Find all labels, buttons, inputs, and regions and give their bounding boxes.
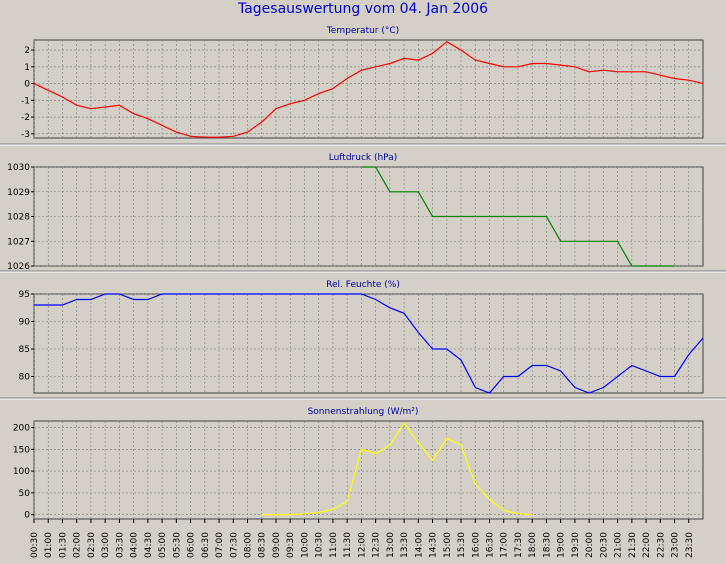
x-tick-label: 15:00 [443, 532, 453, 558]
x-tick-label: 02:30 [87, 532, 97, 558]
y-tick-label: 200 [13, 424, 30, 434]
x-tick-label: 09:30 [286, 532, 296, 558]
x-tick-label: 02:00 [73, 532, 83, 558]
x-tick-label: 12:00 [357, 532, 367, 558]
plot-area [33, 420, 704, 520]
x-tick-label: 20:30 [599, 532, 609, 558]
x-tick-label: 04:00 [130, 532, 140, 558]
x-tick-label: 10:30 [315, 532, 325, 558]
y-tick-label: 80 [19, 373, 31, 383]
y-tick-label: 1 [24, 63, 30, 73]
x-tick-label: 08:00 [244, 532, 254, 558]
x-tick-label: 11:00 [329, 532, 339, 558]
plot-area [33, 39, 704, 139]
y-tick-label: 1029 [7, 188, 30, 198]
x-tick-label: 18:30 [542, 532, 552, 558]
x-tick-label: 15:30 [457, 532, 467, 558]
x-tick-label: 03:00 [101, 532, 111, 558]
x-tick-label: 03:30 [115, 532, 125, 558]
x-tick-label: 17:30 [514, 532, 524, 558]
x-tick-label: 14:30 [429, 532, 439, 558]
x-tick-label: 22:30 [656, 532, 666, 558]
y-tick-label: -2 [21, 113, 30, 123]
y-tick-label: 1030 [7, 163, 30, 173]
x-tick-label: 17:00 [500, 532, 510, 558]
x-tick-label: 18:00 [528, 532, 538, 558]
x-tick-label: 06:30 [201, 532, 211, 558]
y-tick-label: 0 [24, 80, 30, 90]
y-tick-label: 0 [24, 511, 30, 521]
page-title: Tagesauswertung vom 04. Jan 2006 [237, 1, 489, 17]
x-tick-label: 01:30 [58, 532, 68, 558]
y-tick-label: 95 [19, 290, 30, 300]
series-line [33, 40, 704, 138]
y-tick-label: 85 [19, 345, 30, 355]
plot-area [33, 293, 704, 394]
x-tick-label: 06:00 [187, 532, 197, 558]
x-tick-label: 05:00 [158, 532, 168, 558]
x-tick-label: 13:30 [400, 532, 410, 558]
x-tick-label: 12:30 [372, 532, 382, 558]
x-tick-label: 08:30 [258, 532, 268, 558]
series-line [361, 166, 675, 267]
x-tick-label: 04:30 [144, 532, 154, 558]
y-tick-label: 50 [19, 489, 31, 499]
x-tick-label: 05:30 [172, 532, 182, 558]
x-tick-label: 19:00 [557, 532, 567, 558]
y-tick-label: 1026 [7, 262, 30, 272]
x-tick-label: 21:30 [628, 532, 638, 558]
x-tick-label: 09:00 [272, 532, 282, 558]
x-tick-label: 10:00 [300, 532, 310, 558]
x-tick-label: 07:00 [215, 532, 225, 558]
panel-title: Temperatur (°C) [326, 26, 399, 36]
panel-title: Rel. Feuchte (%) [326, 280, 400, 290]
x-tick-label: 07:30 [229, 532, 239, 558]
y-tick-label: 100 [13, 467, 30, 477]
x-tick-label: 19:30 [571, 532, 581, 558]
y-tick-label: 90 [19, 318, 31, 328]
x-tick-label: 20:00 [585, 532, 595, 558]
x-tick-label: 01:00 [44, 532, 54, 558]
x-tick-label: 23:30 [685, 532, 695, 558]
y-tick-label: 1027 [7, 237, 30, 247]
x-tick-label: 11:30 [343, 532, 353, 558]
x-tick-label: 16:30 [485, 532, 495, 558]
y-tick-label: -1 [21, 96, 30, 106]
x-tick-label: 14:00 [414, 532, 424, 558]
series-line [261, 422, 533, 516]
x-tick-label: 23:00 [671, 532, 681, 558]
x-tick-label: 21:00 [614, 532, 624, 558]
x-tick-label: 13:00 [386, 532, 396, 558]
y-tick-label: 150 [13, 445, 30, 455]
x-tick-label: 22:00 [642, 532, 652, 558]
y-tick-label: 1028 [7, 213, 30, 223]
y-tick-label: 2 [24, 46, 30, 56]
series-line [34, 293, 704, 394]
x-tick-label: 16:00 [471, 532, 481, 558]
x-tick-label: 00:30 [30, 532, 40, 558]
y-tick-label: -3 [21, 130, 30, 140]
panel-title: Luftdruck (hPa) [329, 153, 398, 163]
panel-title: Sonnenstrahlung (W/m²) [308, 407, 419, 417]
